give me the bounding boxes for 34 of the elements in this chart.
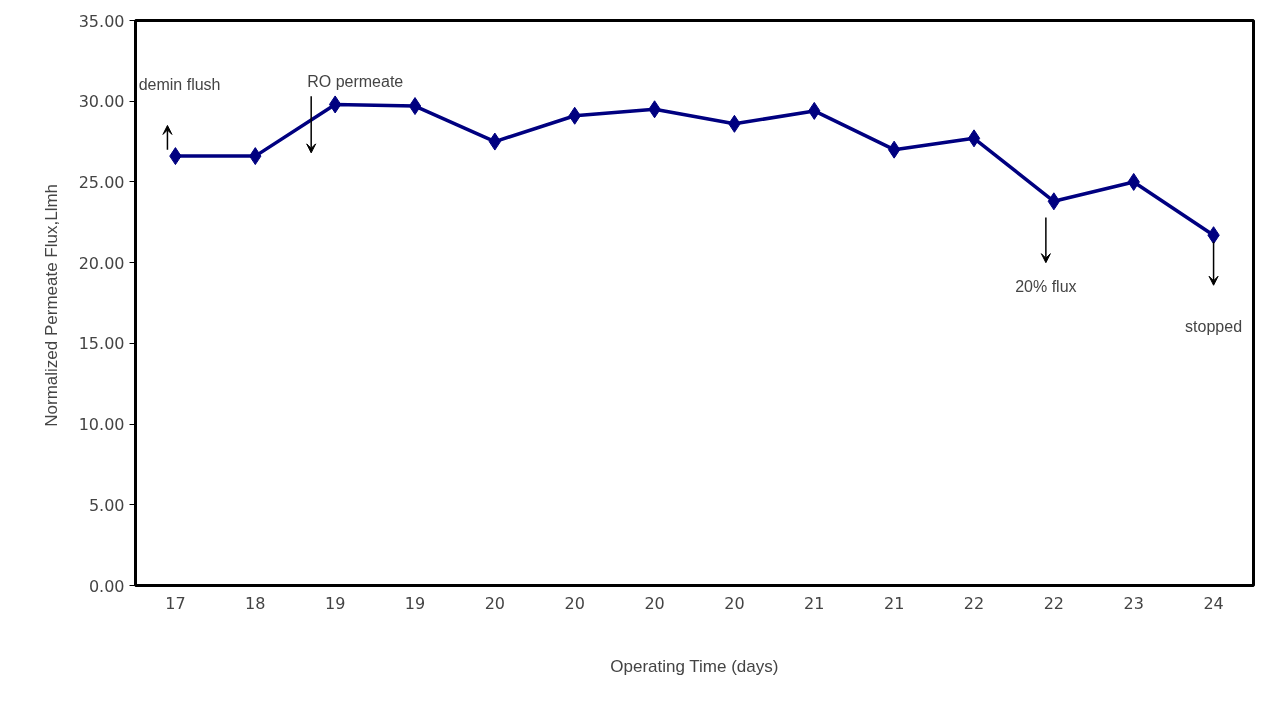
point — [967, 129, 981, 148]
y-tick-label: 35.00 — [78, 11, 125, 31]
x-tick-label: 24 — [1203, 593, 1224, 613]
x-tick-label: 22 — [1043, 593, 1065, 613]
x-tick-label: 19 — [324, 593, 346, 613]
x-tick-label: 20 — [484, 593, 506, 613]
y-tick-label: 25.00 — [78, 172, 125, 192]
annotation: stopped — [1185, 318, 1243, 336]
x-tick-label: 19 — [404, 593, 426, 613]
point — [488, 132, 502, 151]
y-tick-label: 5.00 — [88, 495, 125, 515]
annotation: 20% flux — [1015, 277, 1077, 295]
y-tick-label: 20.00 — [78, 253, 125, 273]
x-tick-label: 23 — [1123, 593, 1144, 613]
x-tick-label: 20 — [564, 593, 585, 613]
annotation: RO permeate — [307, 72, 404, 90]
point — [408, 97, 422, 116]
point — [1047, 192, 1061, 211]
x-tick-label: 21 — [883, 593, 905, 613]
x-axis-title: Operating Time (days) — [610, 656, 779, 676]
annotation: demin flush — [138, 76, 221, 94]
y-axis-title: Normalized Permeate Flux,Llmh — [41, 183, 61, 427]
x-tick-label: 21 — [804, 593, 825, 613]
y-tick-label: 10.00 — [78, 415, 125, 435]
x-tick-label: 20 — [644, 593, 665, 613]
x-tick-label: 17 — [165, 593, 186, 613]
point — [887, 140, 901, 159]
y-tick-label: 15.00 — [78, 334, 125, 354]
point — [328, 95, 342, 114]
y-tick-label: 0.00 — [88, 576, 125, 596]
x-tick-label: 22 — [963, 593, 985, 613]
y-tick-label: 30.00 — [78, 92, 125, 112]
x-tick-label: 20 — [724, 593, 745, 613]
x-tick-label: 18 — [245, 593, 266, 613]
